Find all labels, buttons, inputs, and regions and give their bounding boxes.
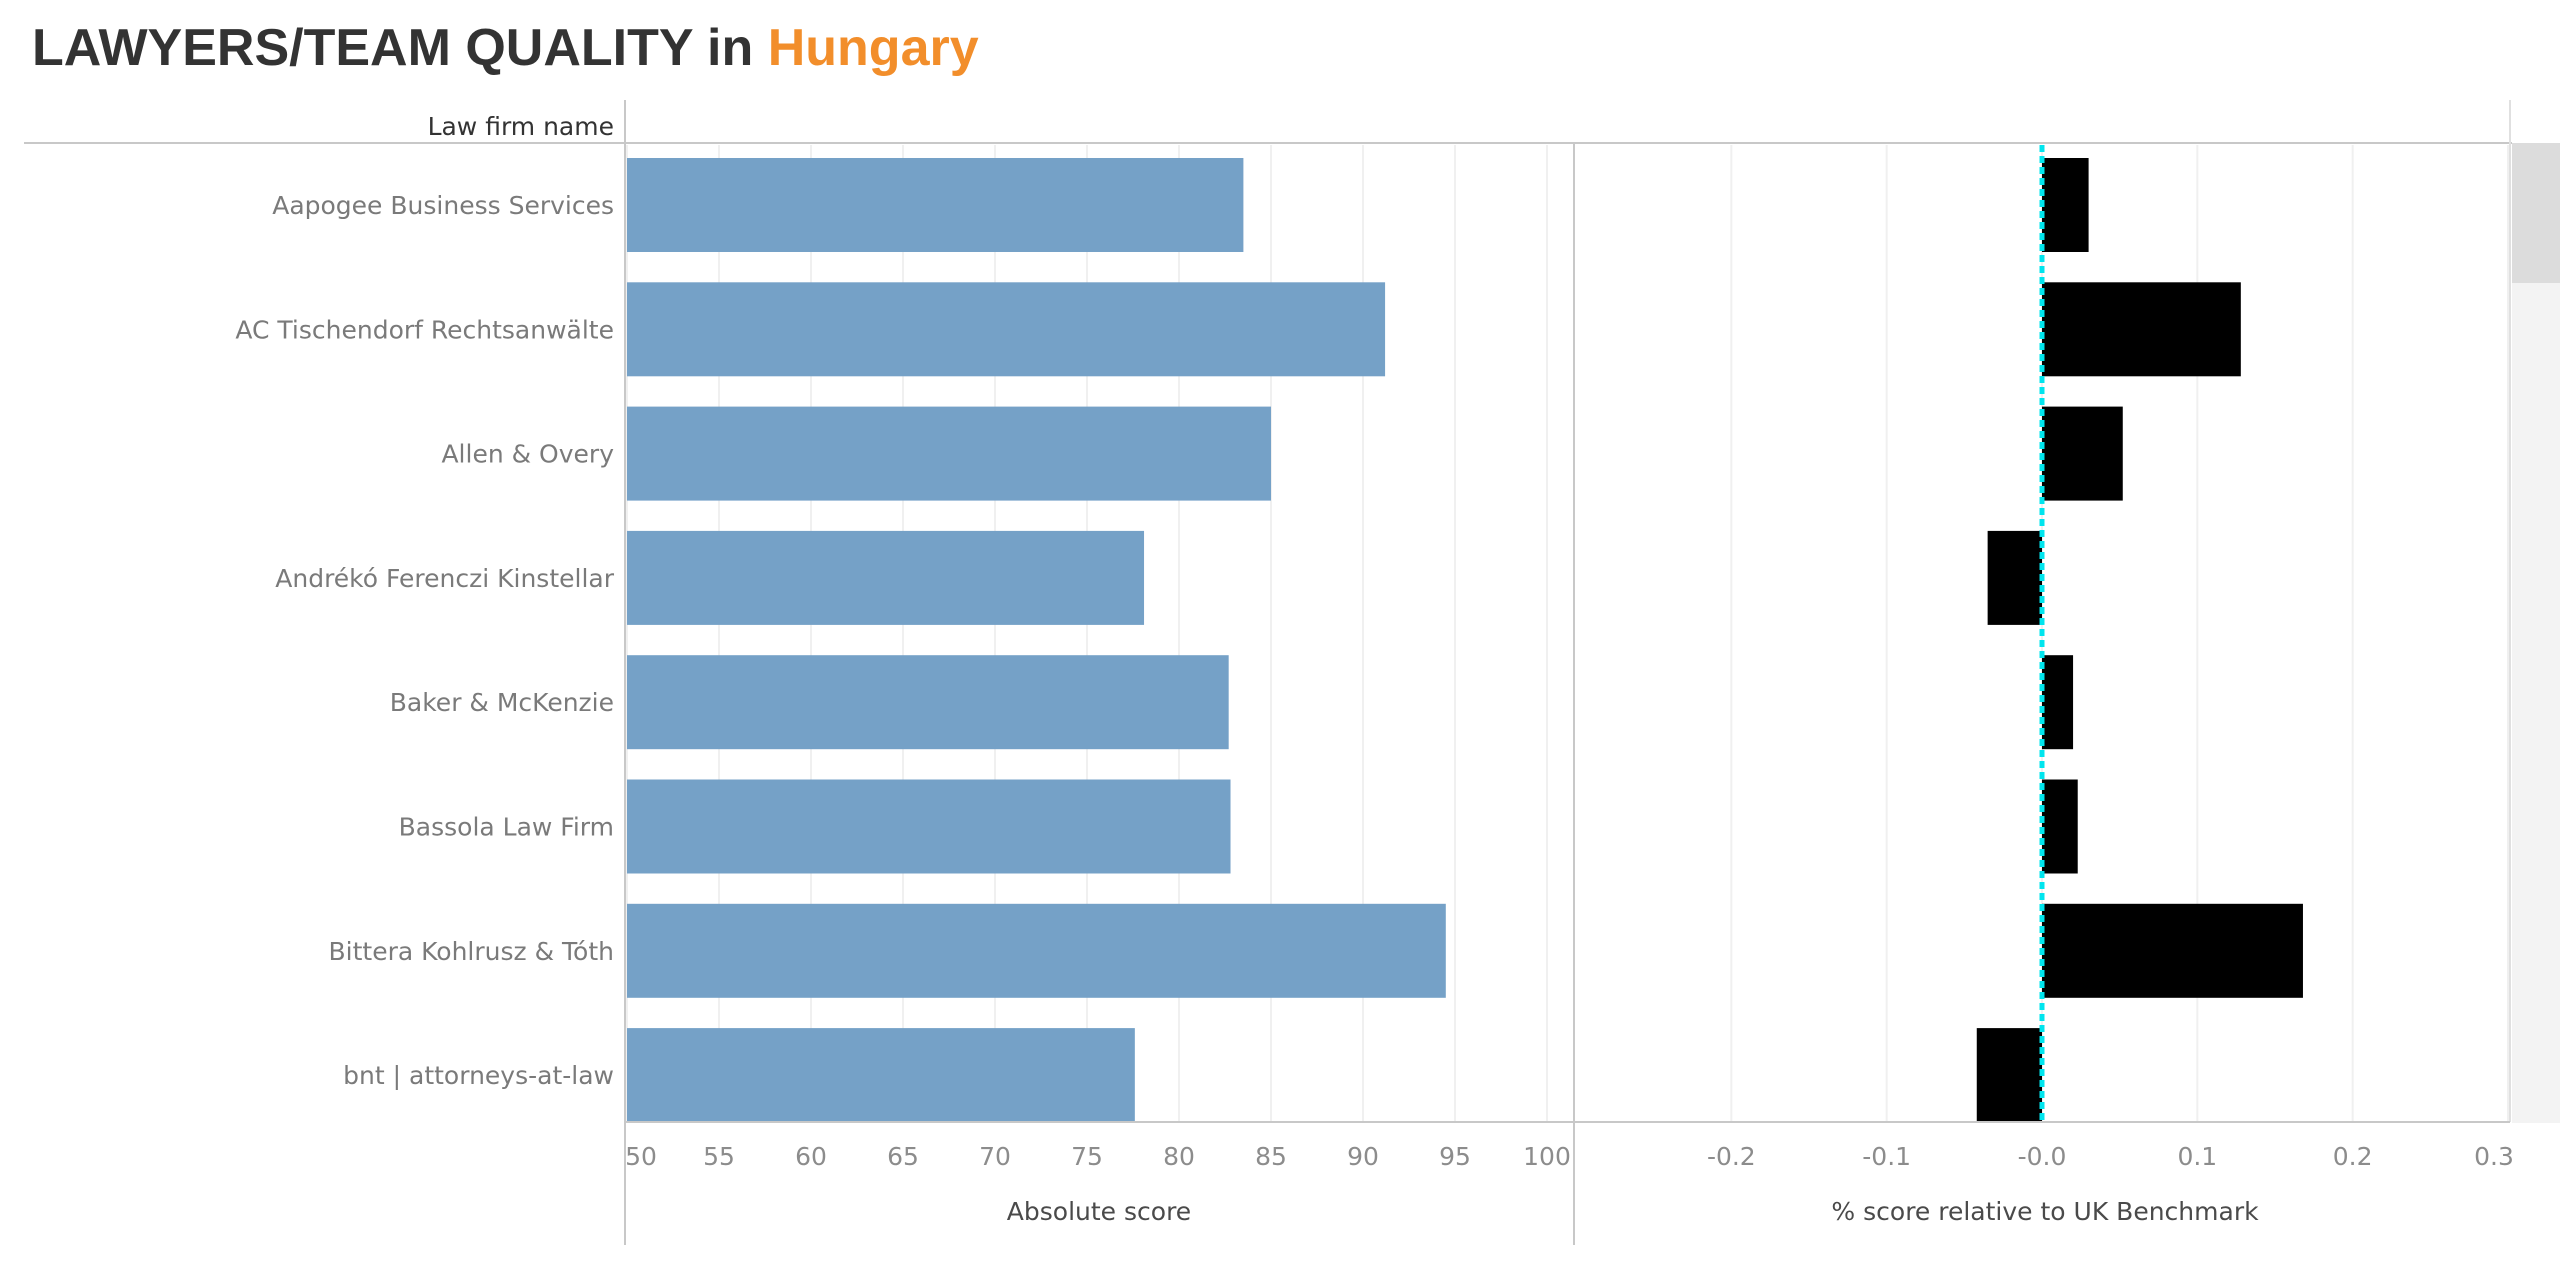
relative-score-bars <box>1976 158 2303 1123</box>
tick-label-absolute: 80 <box>1163 1142 1195 1171</box>
bar-absolute-score[interactable] <box>627 158 1244 252</box>
tick-label-absolute: 55 <box>703 1142 735 1171</box>
scrollbar-thumb[interactable] <box>2512 143 2560 283</box>
row-labels: Aapogee Business Services AC Tischendorf … <box>235 191 614 1090</box>
bar-absolute-score[interactable] <box>627 1028 1135 1123</box>
title-country: Hungary <box>767 19 979 77</box>
row-label: AC Tischendorf Rechtsanwälte <box>235 315 614 344</box>
tick-label-absolute: 90 <box>1347 1142 1379 1171</box>
bar-absolute-score[interactable] <box>627 530 1145 625</box>
bar-absolute-score[interactable] <box>627 779 1231 874</box>
row-label: Andrékó Ferenczi Kinstellar <box>275 564 614 593</box>
tick-label-relative: -0.0 <box>2018 1142 2067 1171</box>
tick-label-absolute: 95 <box>1439 1142 1471 1171</box>
row-label: bnt | attorneys-at-law <box>343 1061 614 1090</box>
absolute-score-bars <box>627 158 1446 1123</box>
tick-label-relative: 0.2 <box>2333 1142 2373 1171</box>
row-label: Bittera Kohlrusz & Tóth <box>329 937 615 966</box>
row-label: Bassola Law Firm <box>399 813 614 842</box>
bar-absolute-score[interactable] <box>627 406 1271 501</box>
tick-label-absolute: 60 <box>795 1142 827 1171</box>
bar-relative-score[interactable] <box>2042 903 2303 998</box>
tick-label-relative: -0.1 <box>1862 1142 1911 1171</box>
row-label: Aapogee Business Services <box>272 191 614 220</box>
tick-label-absolute: 75 <box>1071 1142 1103 1171</box>
title-text: LAWYERS/TEAM QUALITY in <box>32 19 768 77</box>
row-label: Baker & McKenzie <box>390 688 614 717</box>
row-header-label: Law firm name <box>428 112 614 141</box>
tick-label-absolute: 70 <box>979 1142 1011 1171</box>
tick-label-absolute: 85 <box>1255 1142 1287 1171</box>
bar-absolute-score[interactable] <box>627 655 1229 750</box>
tick-label-relative: 0.1 <box>2177 1142 2217 1171</box>
bar-relative-score[interactable] <box>1987 530 2042 625</box>
axes-lines <box>24 100 2512 1245</box>
tick-label-relative: 0.3 <box>2474 1142 2512 1171</box>
tick-label-absolute: 65 <box>887 1142 919 1171</box>
chart-title: LAWYERS/TEAM QUALITY in Hungary <box>32 18 979 78</box>
bar-absolute-score[interactable] <box>627 903 1446 998</box>
tick-labels: 50 55 60 65 70 75 80 85 90 95 100 -0.2 -0.1 -0.0 0.1 0.… <box>625 1142 2512 1171</box>
bar-absolute-score[interactable] <box>627 282 1386 377</box>
vertical-scrollbar[interactable] <box>2512 143 2560 1123</box>
bar-relative-score[interactable] <box>2042 282 2241 377</box>
bar-relative-score[interactable] <box>1976 1028 2042 1123</box>
bar-relative-score[interactable] <box>2042 655 2074 750</box>
bar-relative-score[interactable] <box>2042 158 2089 252</box>
bar-relative-score[interactable] <box>2042 406 2123 501</box>
tick-label-absolute: 50 <box>625 1142 657 1171</box>
tick-label-absolute: 100 <box>1523 1142 1571 1171</box>
x-axis-title-relative: % score relative to UK Benchmark <box>1831 1197 2259 1226</box>
bar-relative-score[interactable] <box>2042 779 2078 874</box>
row-label: Allen & Overy <box>441 440 614 469</box>
tick-label-relative: -0.2 <box>1707 1142 1756 1171</box>
x-axis-title-absolute: Absolute score <box>1007 1197 1191 1226</box>
